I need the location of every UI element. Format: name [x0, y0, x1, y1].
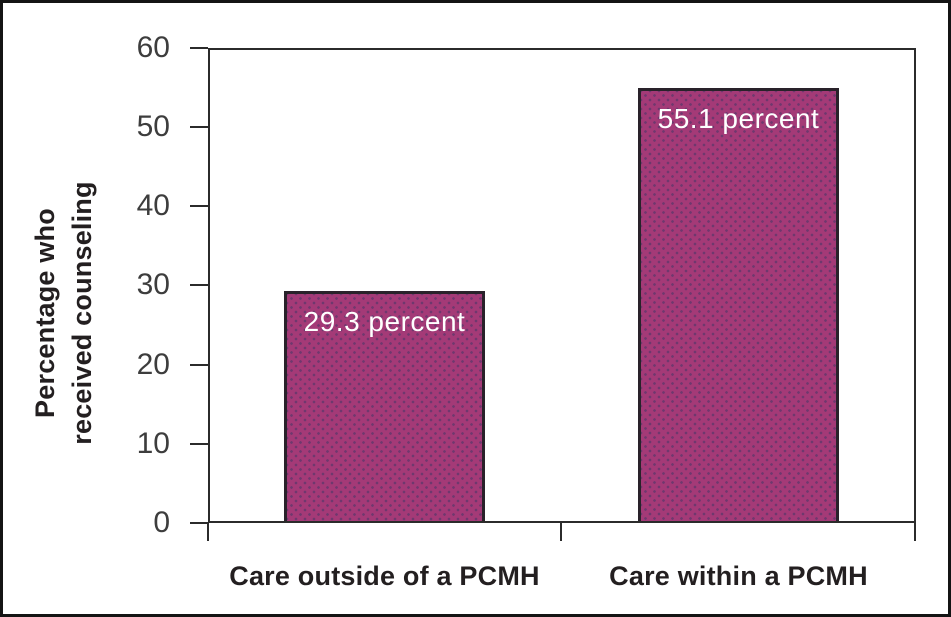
y-tick-mark	[190, 522, 208, 524]
bar-value-label: 55.1 percent	[657, 103, 820, 134]
y-tick-label: 40	[136, 189, 170, 222]
y-tick-row-50: 50	[63, 111, 208, 143]
y-tick-label: 50	[136, 110, 170, 143]
x-category-label-within-pcmh: Care within a PCMH	[609, 561, 868, 591]
x-axis-tick-middle	[560, 522, 562, 541]
y-tick-mark	[190, 205, 208, 207]
y-tick-label: 30	[136, 268, 170, 301]
y-tick-row-40: 40	[63, 190, 208, 222]
y-tick-row-20: 20	[63, 349, 208, 381]
y-tick-row-0: 0	[63, 507, 208, 539]
y-tick-row-60: 60	[63, 32, 208, 64]
bar-care-outside-pcmh: 29.3 percent	[284, 291, 485, 521]
x-category-label-outside-pcmh: Care outside of a PCMH	[229, 561, 540, 591]
bar-value-label: 29.3 percent	[303, 306, 466, 337]
y-tick-row-10: 10	[63, 428, 208, 460]
y-tick-mark	[190, 364, 208, 366]
x-axis-tick-right	[914, 522, 916, 541]
y-tick-mark	[190, 126, 208, 128]
x-axis-tick-left	[207, 522, 209, 541]
y-tick-label: 0	[153, 506, 170, 539]
y-tick-label: 20	[136, 348, 170, 381]
y-tick-label: 60	[136, 31, 170, 64]
y-axis-title-line1: Percentage who	[30, 208, 60, 418]
bar-care-within-pcmh: 55.1 percent	[638, 88, 839, 521]
plot-area: 29.3 percent 55.1 percent	[208, 48, 916, 523]
y-tick-label: 10	[136, 427, 170, 460]
y-tick-mark	[190, 443, 208, 445]
y-tick-mark	[190, 284, 208, 286]
y-tick-mark	[190, 47, 208, 49]
y-tick-row-30: 30	[63, 269, 208, 301]
